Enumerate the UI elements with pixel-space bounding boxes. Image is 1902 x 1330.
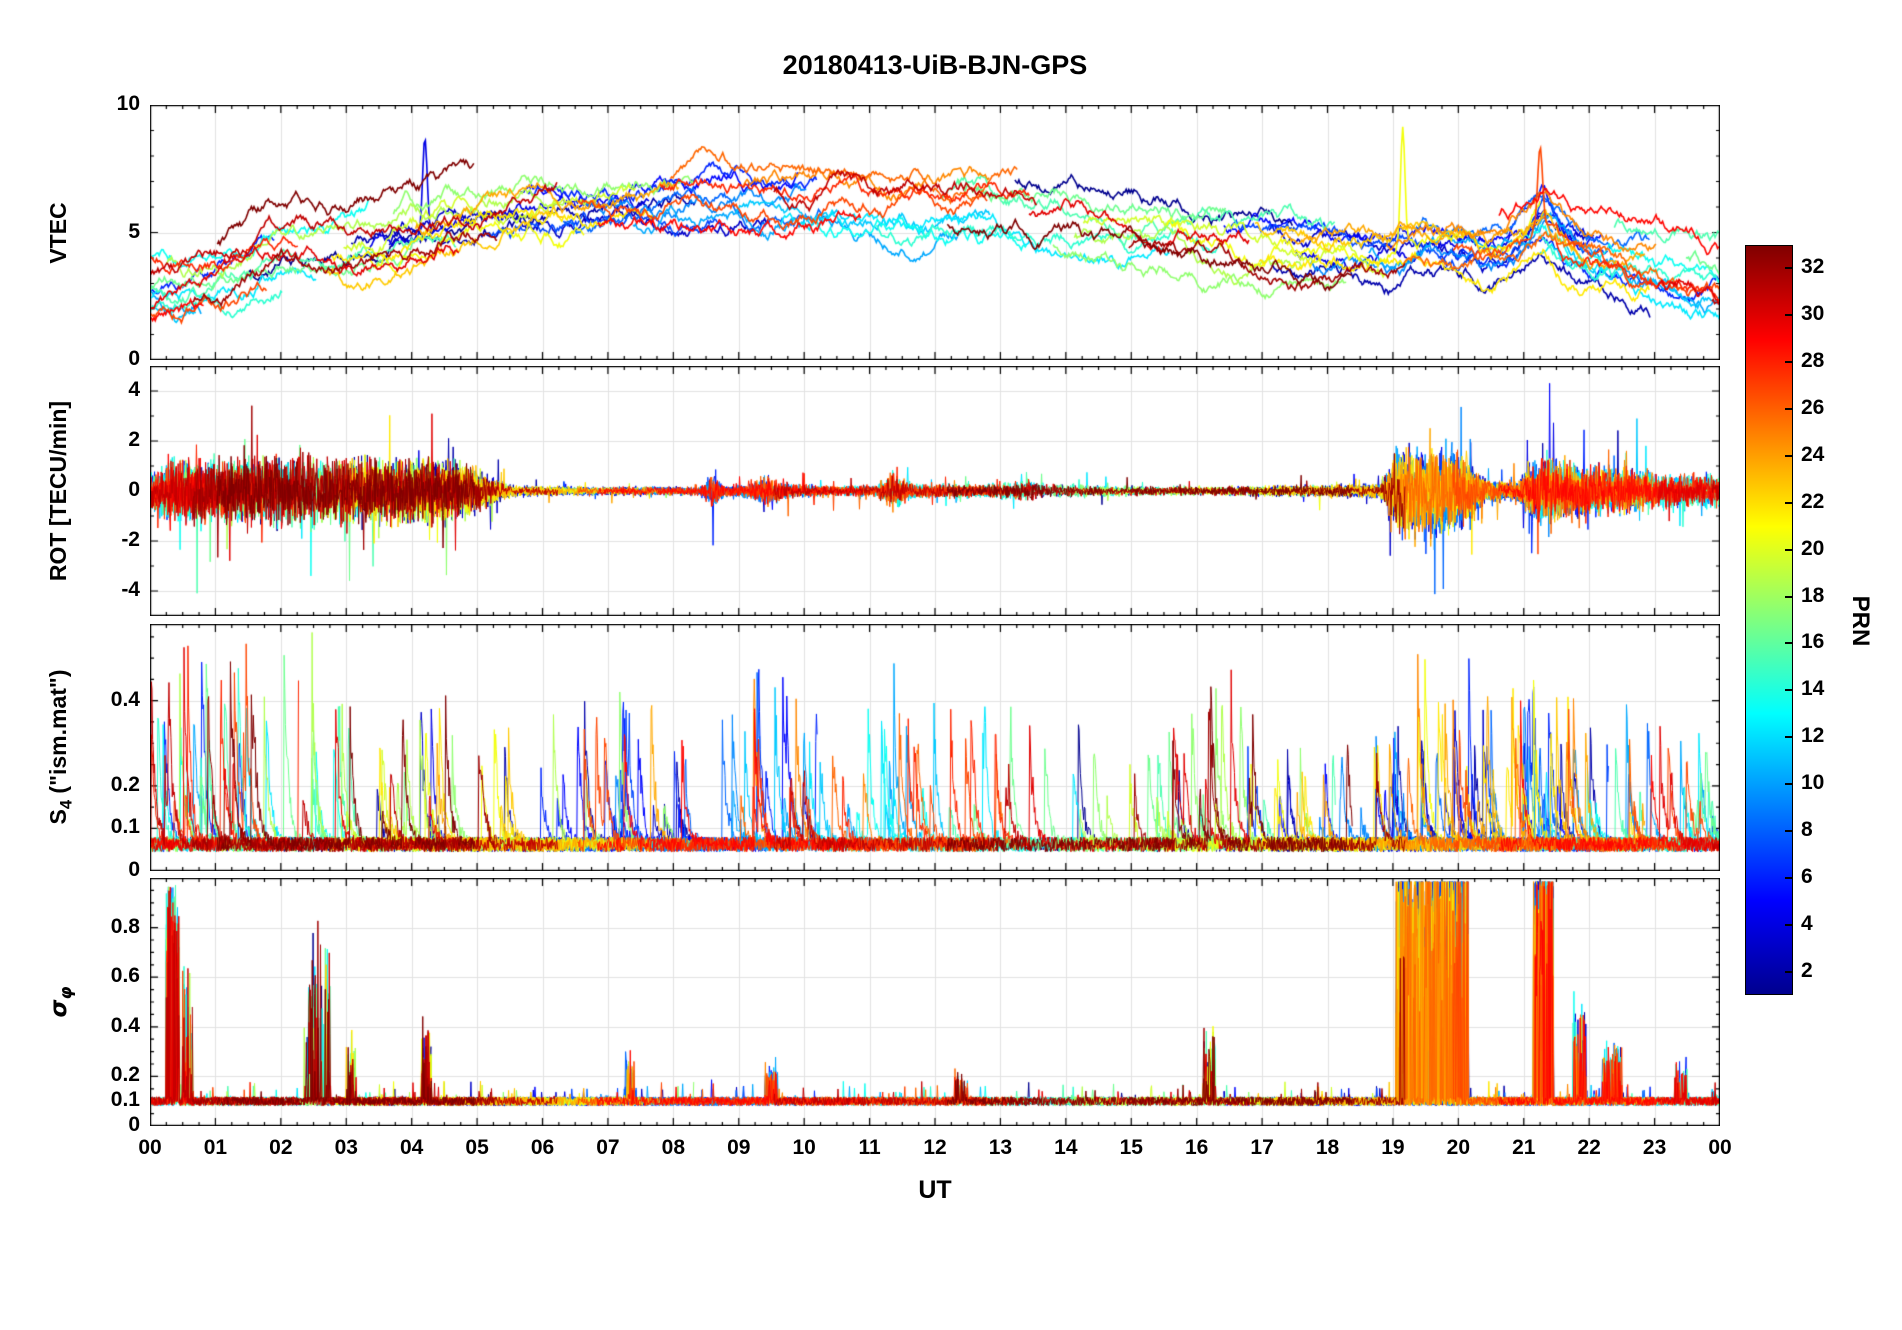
colorbar-tick-label: 2 [1801,958,1813,982]
colorbar [1745,245,1793,995]
y-tick-label: 0 [128,478,140,501]
y-tick-label: 0 [128,1113,140,1136]
x-tick-label: 00 [138,1136,162,1159]
x-tick-label: 07 [596,1136,620,1159]
y-tick-label: 0.1 [110,1088,140,1112]
colorbar-tick-label: 32 [1801,255,1825,279]
x-tick-label: 12 [923,1136,947,1159]
colorbar-tick-label: 6 [1801,864,1813,888]
x-tick-label: 00 [1708,1136,1732,1159]
colorbar-tick-label: 4 [1801,911,1813,935]
rot-panel [150,366,1720,616]
colorbar-label: PRN [1847,595,1874,647]
x-tick-label: 13 [988,1136,1013,1159]
colorbar-tick-label: 18 [1801,583,1825,607]
colorbar-tick-label: 24 [1801,442,1825,466]
x-tick-label: 01 [203,1136,228,1159]
x-tick-label: 08 [661,1136,685,1159]
x-tick-label: 09 [727,1136,751,1159]
x-tick-label: 02 [269,1136,293,1159]
x-tick-label: 15 [1119,1136,1143,1159]
x-tick-label: 21 [1512,1136,1536,1159]
chart-title: 20180413-UiB-BJN-GPS [782,50,1088,80]
x-tick-label: 17 [1250,1136,1274,1159]
colorbar-tick-label: 30 [1801,302,1825,326]
y-tick-label: -4 [121,578,140,601]
x-tick-label: 11 [858,1136,881,1159]
y-tick-label: 0.2 [110,772,140,796]
colorbar-tick-label: 8 [1801,817,1813,841]
vtec-plot-canvas [150,105,1720,360]
rot-plot-canvas [150,366,1720,616]
colorbar-tick-label: 22 [1801,489,1825,513]
x-axis-label: UT [918,1176,952,1204]
y-tick-label: -2 [121,528,140,551]
x-axis-ticks: 00 01 02 03 04 05 06 07 08 09 10 11 12 13 14 15 16 17 18 19… [0,1136,1902,1164]
x-tick-label: 16 [1184,1136,1209,1159]
x-tick-label: 14 [1054,1136,1078,1159]
colorbar-tick-label: 10 [1801,771,1825,795]
y-tick-label: 0.1 [110,815,140,839]
y-tick-label: 0.2 [110,1063,140,1087]
x-tick-label: 06 [530,1136,555,1159]
y-tick-label: 5 [128,219,140,243]
x-tick-label: 22 [1577,1136,1601,1159]
colorbar-tick-label: 28 [1801,349,1825,373]
x-tick-label: 03 [334,1136,358,1159]
y-tick-label: 0.4 [110,1013,140,1037]
s4-panel [150,624,1720,871]
sigma-phi-plot-canvas [150,878,1720,1126]
colorbar-tick-label: 14 [1801,677,1825,701]
colorbar-tick-label: 20 [1801,536,1825,560]
y-tick-label: 0 [128,347,140,370]
x-tick-label: 10 [792,1136,816,1159]
x-tick-label: 05 [465,1136,489,1159]
x-tick-label: 23 [1642,1136,1667,1159]
colorbar-tick-label: 16 [1801,630,1825,654]
sigma-phi-panel [150,878,1720,1126]
s4-plot-canvas [150,624,1720,871]
y-axis-ticks: 0 5 10 -4 -2 0 2 4 0 0.1 0.2 0.4 0 0.1 0.2 0.4 0.6 0.8 [0,0,160,1330]
x-tick-label: 18 [1315,1136,1340,1159]
y-tick-label: 0.4 [110,687,140,711]
x-tick-label: 19 [1381,1136,1405,1159]
vtec-panel [150,105,1720,360]
y-tick-label: 2 [128,428,140,451]
x-tick-label: 20 [1446,1136,1470,1159]
y-tick-label: 10 [116,92,140,115]
y-tick-label: 0 [128,858,140,881]
y-tick-label: 0.8 [110,914,140,938]
colorbar-tick-label: 12 [1801,724,1825,748]
y-tick-label: 4 [128,378,140,401]
y-tick-label: 0.6 [110,964,140,988]
x-tick-label: 04 [399,1136,424,1159]
colorbar-tick-label: 26 [1801,396,1825,420]
